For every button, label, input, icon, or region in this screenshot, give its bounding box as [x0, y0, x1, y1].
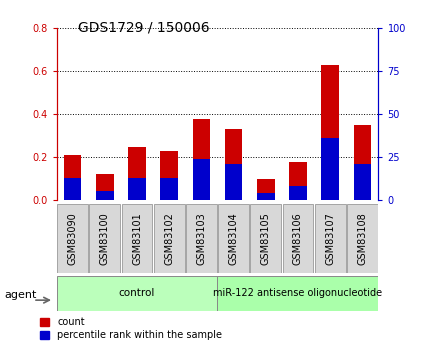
Bar: [160, 178, 178, 200]
Text: GSM83105: GSM83105: [260, 212, 270, 265]
Bar: [89, 204, 120, 273]
Bar: [56, 276, 217, 310]
Text: GSM83102: GSM83102: [164, 212, 174, 265]
Bar: [314, 204, 345, 273]
Text: GSM83090: GSM83090: [68, 212, 77, 265]
Text: agent: agent: [4, 290, 36, 300]
Bar: [128, 147, 145, 200]
Legend: count, percentile rank within the sample: count, percentile rank within the sample: [39, 317, 222, 340]
Text: miR-122 antisense oligonucleotide: miR-122 antisense oligonucleotide: [213, 288, 381, 298]
Bar: [217, 276, 378, 310]
Bar: [224, 129, 242, 200]
Text: GSM83108: GSM83108: [357, 212, 366, 265]
Text: GSM83101: GSM83101: [132, 212, 141, 265]
Bar: [256, 193, 274, 200]
Bar: [64, 155, 81, 200]
Bar: [153, 204, 184, 273]
Bar: [64, 178, 81, 200]
Bar: [250, 204, 281, 273]
Bar: [256, 179, 274, 200]
Text: GDS1729 / 150006: GDS1729 / 150006: [78, 21, 210, 35]
Bar: [353, 125, 370, 200]
Text: GSM83107: GSM83107: [325, 212, 334, 265]
Bar: [353, 164, 370, 200]
Bar: [346, 204, 377, 273]
Bar: [192, 159, 210, 200]
Bar: [321, 65, 338, 200]
Bar: [185, 204, 217, 273]
Text: control: control: [118, 288, 155, 298]
Bar: [160, 150, 178, 200]
Bar: [217, 204, 249, 273]
Bar: [321, 138, 338, 200]
Bar: [289, 186, 306, 200]
Bar: [282, 204, 313, 273]
Bar: [192, 119, 210, 200]
Text: GSM83103: GSM83103: [196, 212, 206, 265]
Bar: [128, 178, 145, 200]
Bar: [96, 191, 113, 200]
Bar: [289, 162, 306, 200]
Bar: [224, 164, 242, 200]
Bar: [57, 204, 88, 273]
Bar: [121, 204, 152, 273]
Text: GSM83100: GSM83100: [100, 212, 109, 265]
Text: GSM83106: GSM83106: [293, 212, 302, 265]
Bar: [96, 174, 113, 200]
Text: GSM83104: GSM83104: [228, 212, 238, 265]
